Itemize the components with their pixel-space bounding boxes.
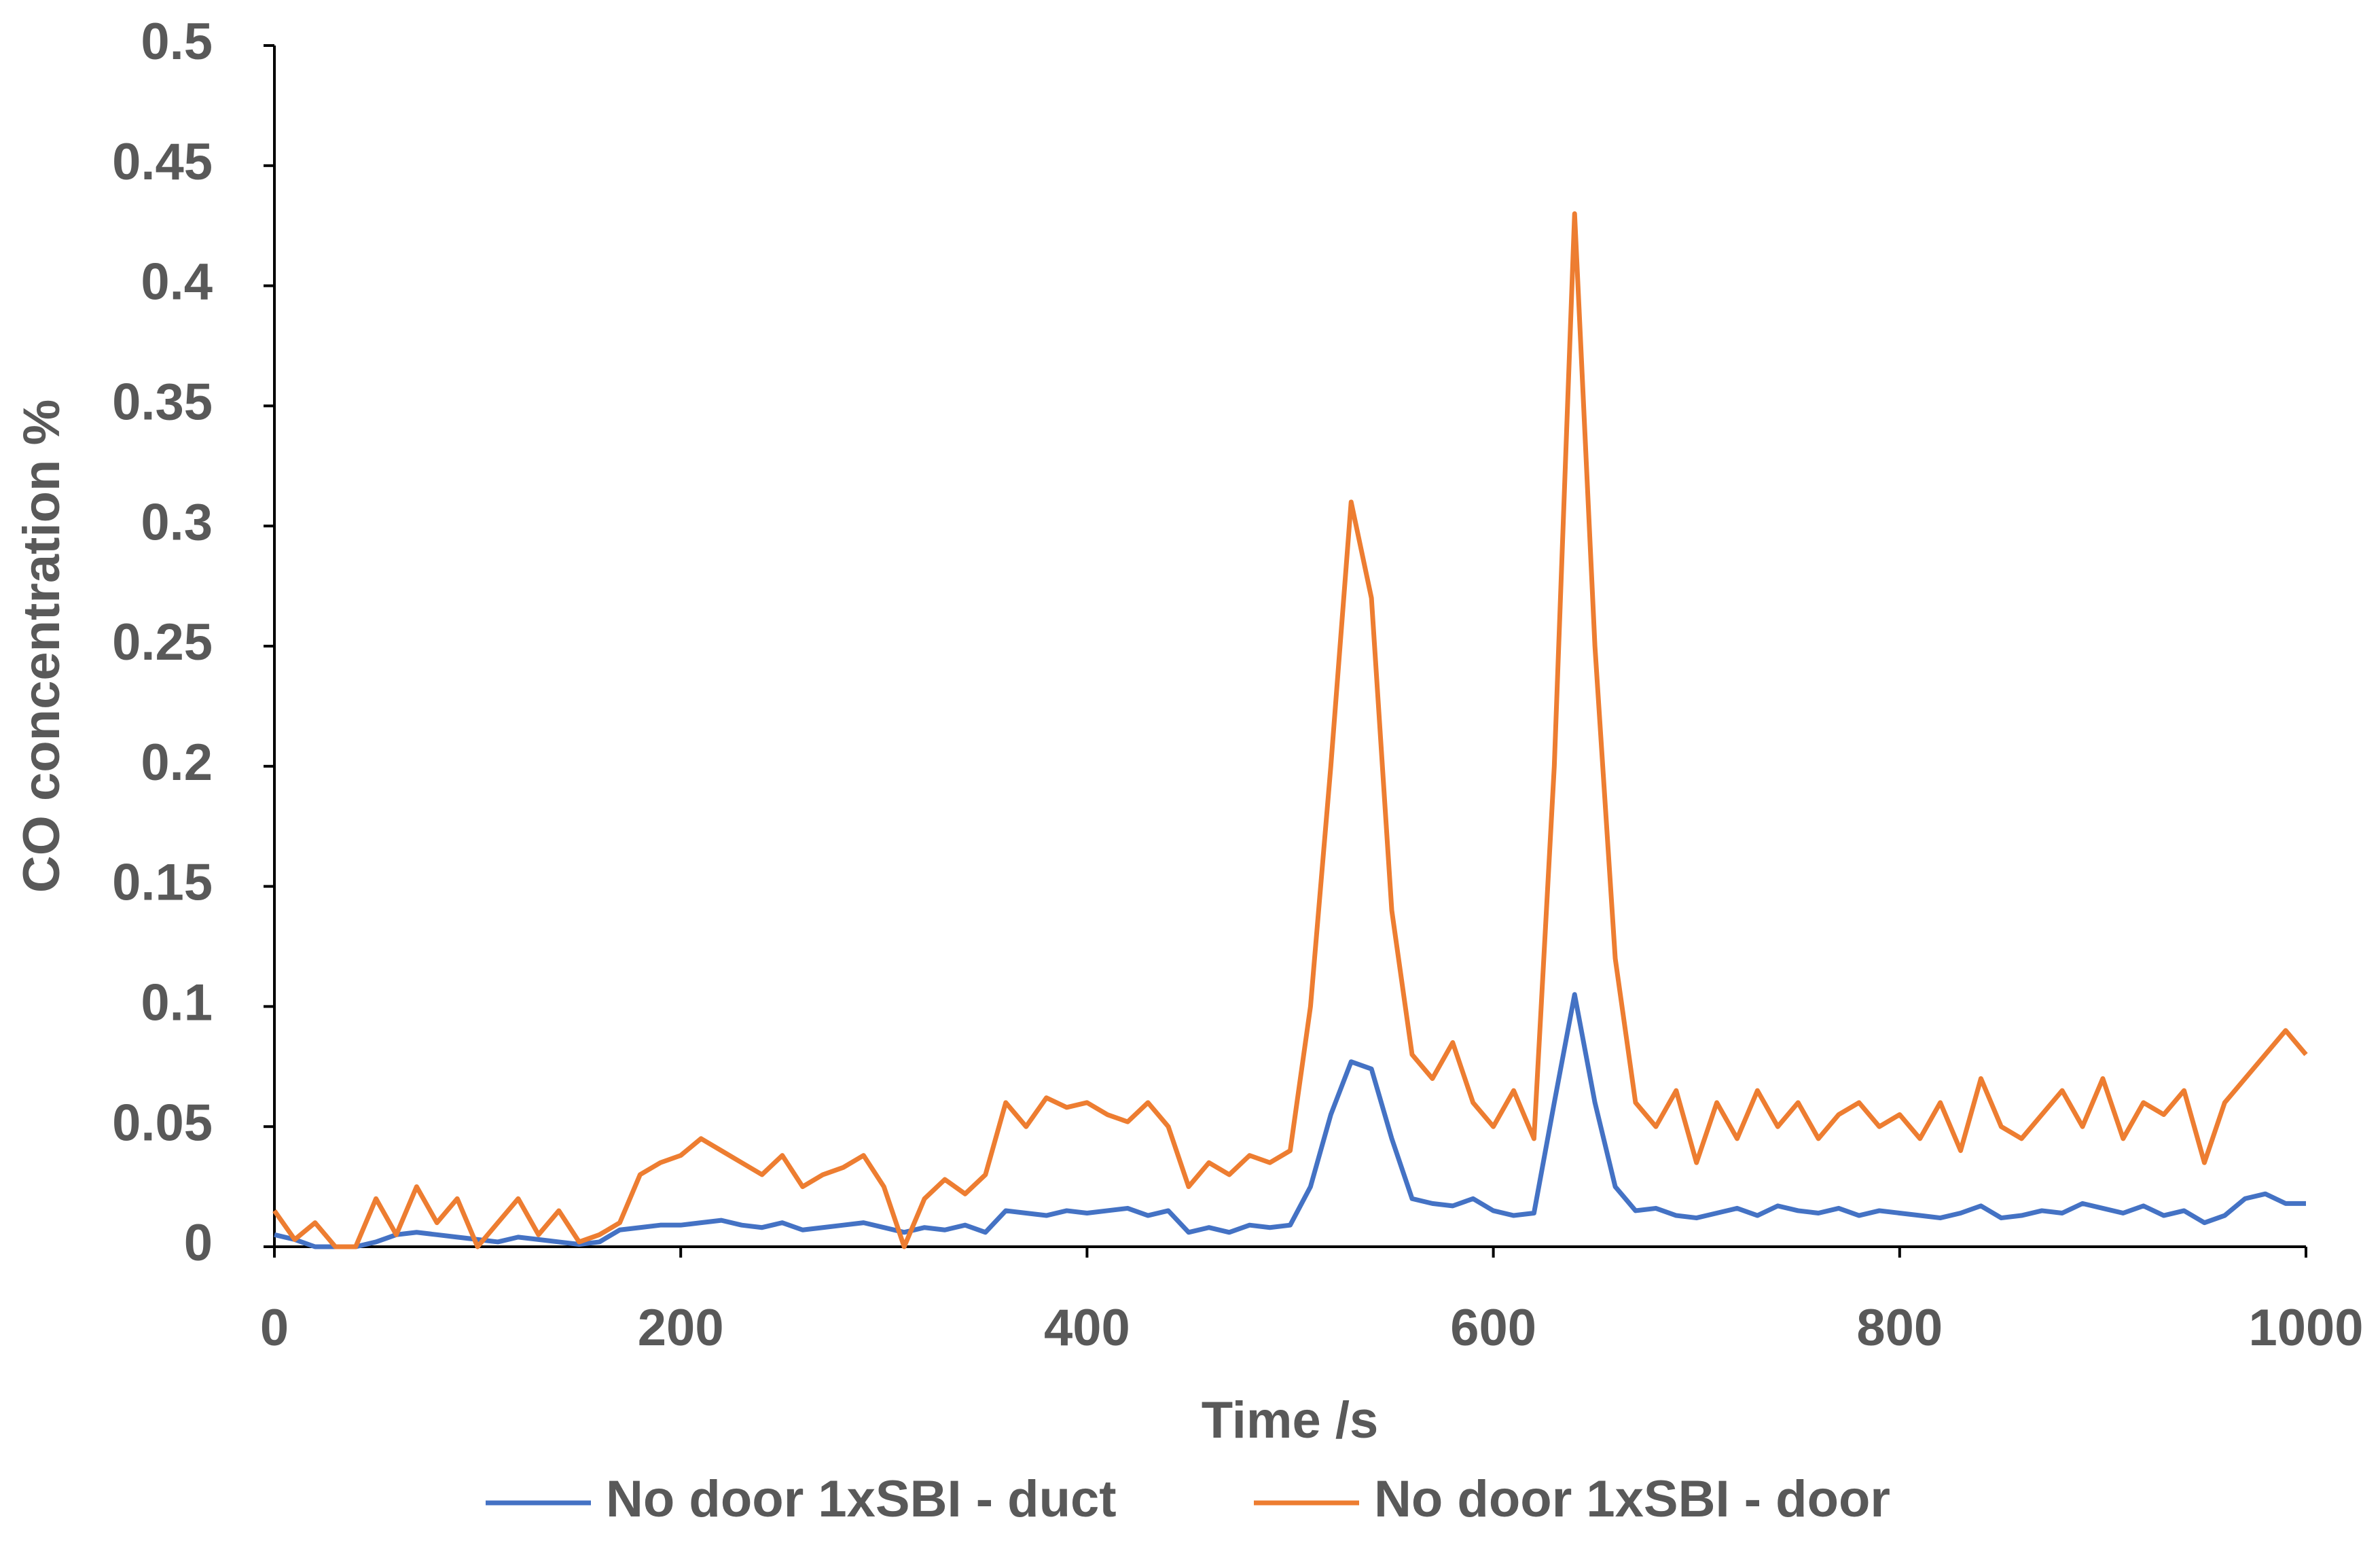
x-tick-label: 600 (1450, 1299, 1536, 1357)
y-tick-label: 0.25 (112, 614, 213, 671)
y-tick-label: 0.2 (141, 734, 213, 792)
y-tick-label: 0.5 (141, 13, 213, 71)
y-tick-label: 0.45 (112, 133, 213, 191)
y-tick-label: 0.4 (141, 253, 213, 311)
x-axis-title: Time /s (1202, 1391, 1379, 1449)
x-tick-label: 800 (1856, 1299, 1943, 1357)
legend-label: No door 1xSBI - door (1374, 1470, 1890, 1528)
y-tick-label: 0 (184, 1214, 213, 1272)
x-tick-label: 1000 (2248, 1299, 2363, 1357)
y-tick-label: 0.35 (112, 373, 213, 431)
y-tick-label: 0.3 (141, 493, 213, 551)
y-tick-label: 0.05 (112, 1094, 213, 1152)
x-tick-label: 200 (638, 1299, 724, 1357)
y-axis-title: CO concentration % (13, 399, 71, 893)
y-tick-label: 0.1 (141, 974, 213, 1031)
x-tick-label: 0 (260, 1299, 289, 1357)
x-tick-label: 400 (1044, 1299, 1130, 1357)
data-line (272, 211, 2308, 1249)
legend-label: No door 1xSBI - duct (606, 1470, 1117, 1528)
data-line (274, 992, 2306, 1249)
y-tick-label: 0.15 (112, 854, 213, 912)
